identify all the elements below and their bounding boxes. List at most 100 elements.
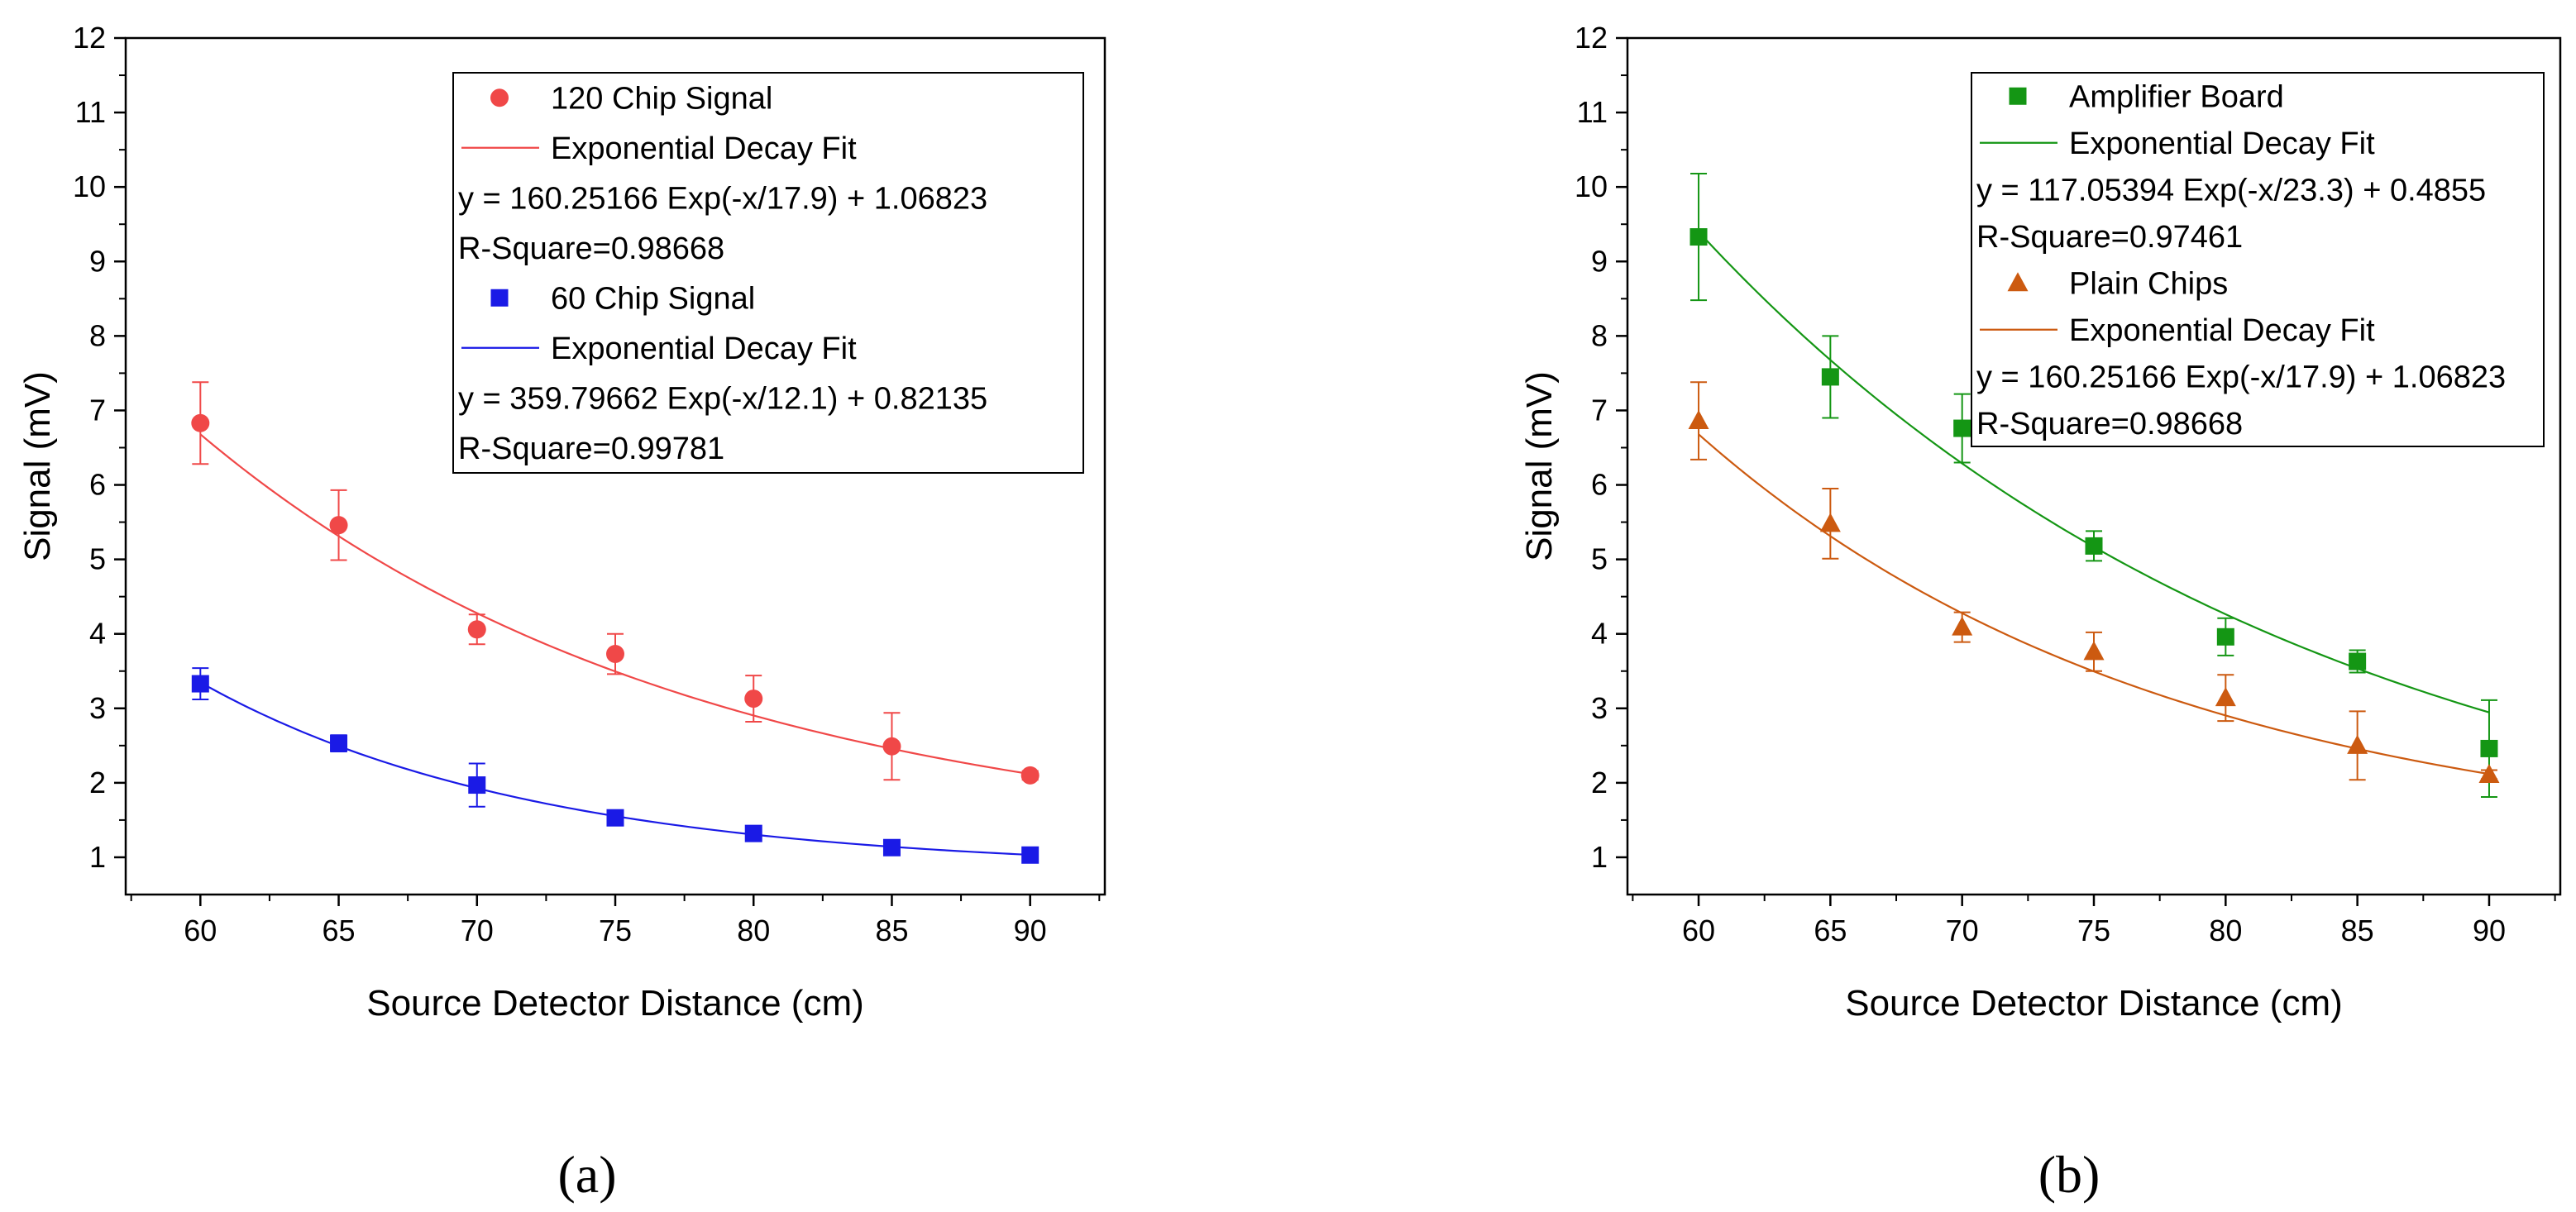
legend-fit-label: Exponential Decay Fit bbox=[2069, 313, 2375, 348]
y-tick-label: 1 bbox=[89, 840, 106, 874]
legend-marker bbox=[490, 289, 509, 307]
series-amplifier-board bbox=[1689, 172, 2498, 798]
data-point bbox=[882, 838, 901, 857]
data-point bbox=[2215, 687, 2236, 707]
x-tick-label: 60 bbox=[184, 914, 217, 947]
y-tick-label: 10 bbox=[73, 169, 106, 203]
x-tick-label: 85 bbox=[2341, 914, 2374, 947]
legend: 120 Chip Signal Exponential Decay Fit y = … bbox=[452, 72, 1084, 474]
legend-equation: y = 160.25166 Exp(-x/17.9) + 1.06823 bbox=[458, 181, 987, 216]
y-tick-label: 2 bbox=[1591, 766, 1608, 799]
y-tick-label: 11 bbox=[75, 95, 106, 129]
legend-equation: y = 359.79662 Exp(-x/12.1) + 0.82135 bbox=[458, 381, 987, 416]
data-point bbox=[468, 776, 486, 794]
panel-label: (a) bbox=[557, 1145, 616, 1204]
data-point bbox=[1819, 513, 1841, 532]
legend-marker bbox=[490, 88, 509, 107]
series-120-chip-signal bbox=[191, 381, 1039, 785]
data-point bbox=[1952, 616, 1973, 636]
y-tick-label: 5 bbox=[89, 542, 106, 576]
data-point bbox=[329, 516, 348, 535]
data-point bbox=[2347, 734, 2368, 754]
data-point bbox=[1020, 766, 1039, 785]
y-tick-label: 12 bbox=[73, 21, 106, 55]
x-axis-label: Source Detector Distance (cm) bbox=[1845, 983, 2343, 1024]
data-point bbox=[330, 734, 348, 752]
y-axis-label: Signal (mV) bbox=[1519, 371, 1560, 561]
series-60-chip-signal bbox=[191, 667, 1039, 864]
data-point bbox=[882, 737, 901, 756]
y-tick-label: 2 bbox=[89, 766, 106, 799]
x-tick-label: 80 bbox=[737, 914, 770, 947]
data-point bbox=[2349, 652, 2367, 670]
y-tick-label: 11 bbox=[1577, 95, 1608, 129]
x-tick-label: 70 bbox=[461, 914, 494, 947]
y-tick-label: 3 bbox=[1591, 691, 1608, 725]
data-point bbox=[744, 690, 763, 709]
y-tick-label: 4 bbox=[89, 617, 106, 651]
legend-label: Amplifier Board bbox=[2069, 79, 2284, 114]
legend-fit-label: Exponential Decay Fit bbox=[551, 131, 857, 166]
fit-curve bbox=[199, 433, 1030, 775]
data-point bbox=[2216, 627, 2234, 646]
data-point bbox=[2478, 763, 2500, 783]
data-point bbox=[191, 413, 210, 432]
data-point bbox=[1021, 846, 1039, 864]
data-point bbox=[191, 675, 209, 693]
legend-r-square: R-Square=0.98668 bbox=[1976, 407, 2243, 441]
legend-box bbox=[452, 72, 1084, 474]
x-tick-label: 80 bbox=[2209, 914, 2242, 947]
fit-curve bbox=[1698, 433, 2490, 775]
data-point bbox=[744, 824, 762, 842]
y-tick-label: 8 bbox=[89, 318, 106, 352]
y-tick-label: 10 bbox=[1575, 169, 1608, 203]
data-point bbox=[2085, 537, 2103, 555]
data-point bbox=[467, 620, 486, 639]
legend-label: 60 Chip Signal bbox=[551, 281, 755, 316]
y-tick-label: 1 bbox=[1591, 840, 1608, 874]
x-tick-label: 70 bbox=[1946, 914, 1979, 947]
data-point bbox=[1821, 368, 1839, 386]
y-tick-label: 12 bbox=[1575, 21, 1608, 55]
x-tick-label: 85 bbox=[875, 914, 908, 947]
y-tick-label: 9 bbox=[89, 244, 106, 278]
y-tick-label: 3 bbox=[89, 691, 106, 725]
legend-label: 120 Chip Signal bbox=[551, 81, 772, 116]
y-tick-label: 6 bbox=[89, 468, 106, 502]
legend-r-square: R-Square=0.97461 bbox=[1976, 220, 2243, 255]
x-tick-label: 65 bbox=[1814, 914, 1847, 947]
x-tick-label: 90 bbox=[1014, 914, 1047, 947]
data-point bbox=[1953, 419, 1971, 437]
x-tick-label: 60 bbox=[1682, 914, 1715, 947]
y-tick-label: 9 bbox=[1591, 244, 1608, 278]
legend-fit-label: Exponential Decay Fit bbox=[551, 332, 857, 366]
legend: Amplifier Board Exponential Decay Fit y = … bbox=[1971, 72, 2545, 447]
legend-marker bbox=[2009, 87, 2027, 105]
y-tick-label: 5 bbox=[1591, 542, 1608, 576]
y-axis-label: Signal (mV) bbox=[17, 371, 58, 561]
data-point bbox=[1689, 228, 1708, 246]
y-tick-label: 7 bbox=[1591, 393, 1608, 427]
panel-label: (b) bbox=[2038, 1145, 2100, 1204]
x-tick-label: 75 bbox=[599, 914, 632, 947]
fit-curve bbox=[199, 681, 1030, 857]
legend-equation: y = 117.05394 Exp(-x/23.3) + 0.4855 bbox=[1976, 173, 2486, 208]
data-point bbox=[606, 645, 624, 664]
y-tick-label: 7 bbox=[89, 393, 106, 427]
legend-r-square: R-Square=0.99781 bbox=[458, 432, 724, 466]
data-point bbox=[1688, 410, 1709, 430]
y-tick-label: 6 bbox=[1591, 468, 1608, 502]
data-point bbox=[2083, 641, 2105, 661]
y-tick-label: 4 bbox=[1591, 617, 1608, 651]
data-point bbox=[2480, 739, 2498, 757]
series-plain-chips bbox=[1688, 381, 2500, 783]
legend-fit-label: Exponential Decay Fit bbox=[2069, 126, 2375, 161]
legend-r-square: R-Square=0.98668 bbox=[458, 231, 724, 266]
x-tick-label: 90 bbox=[2473, 914, 2506, 947]
legend-box bbox=[1971, 72, 2545, 447]
legend-marker bbox=[2007, 272, 2029, 292]
x-tick-label: 65 bbox=[323, 914, 356, 947]
